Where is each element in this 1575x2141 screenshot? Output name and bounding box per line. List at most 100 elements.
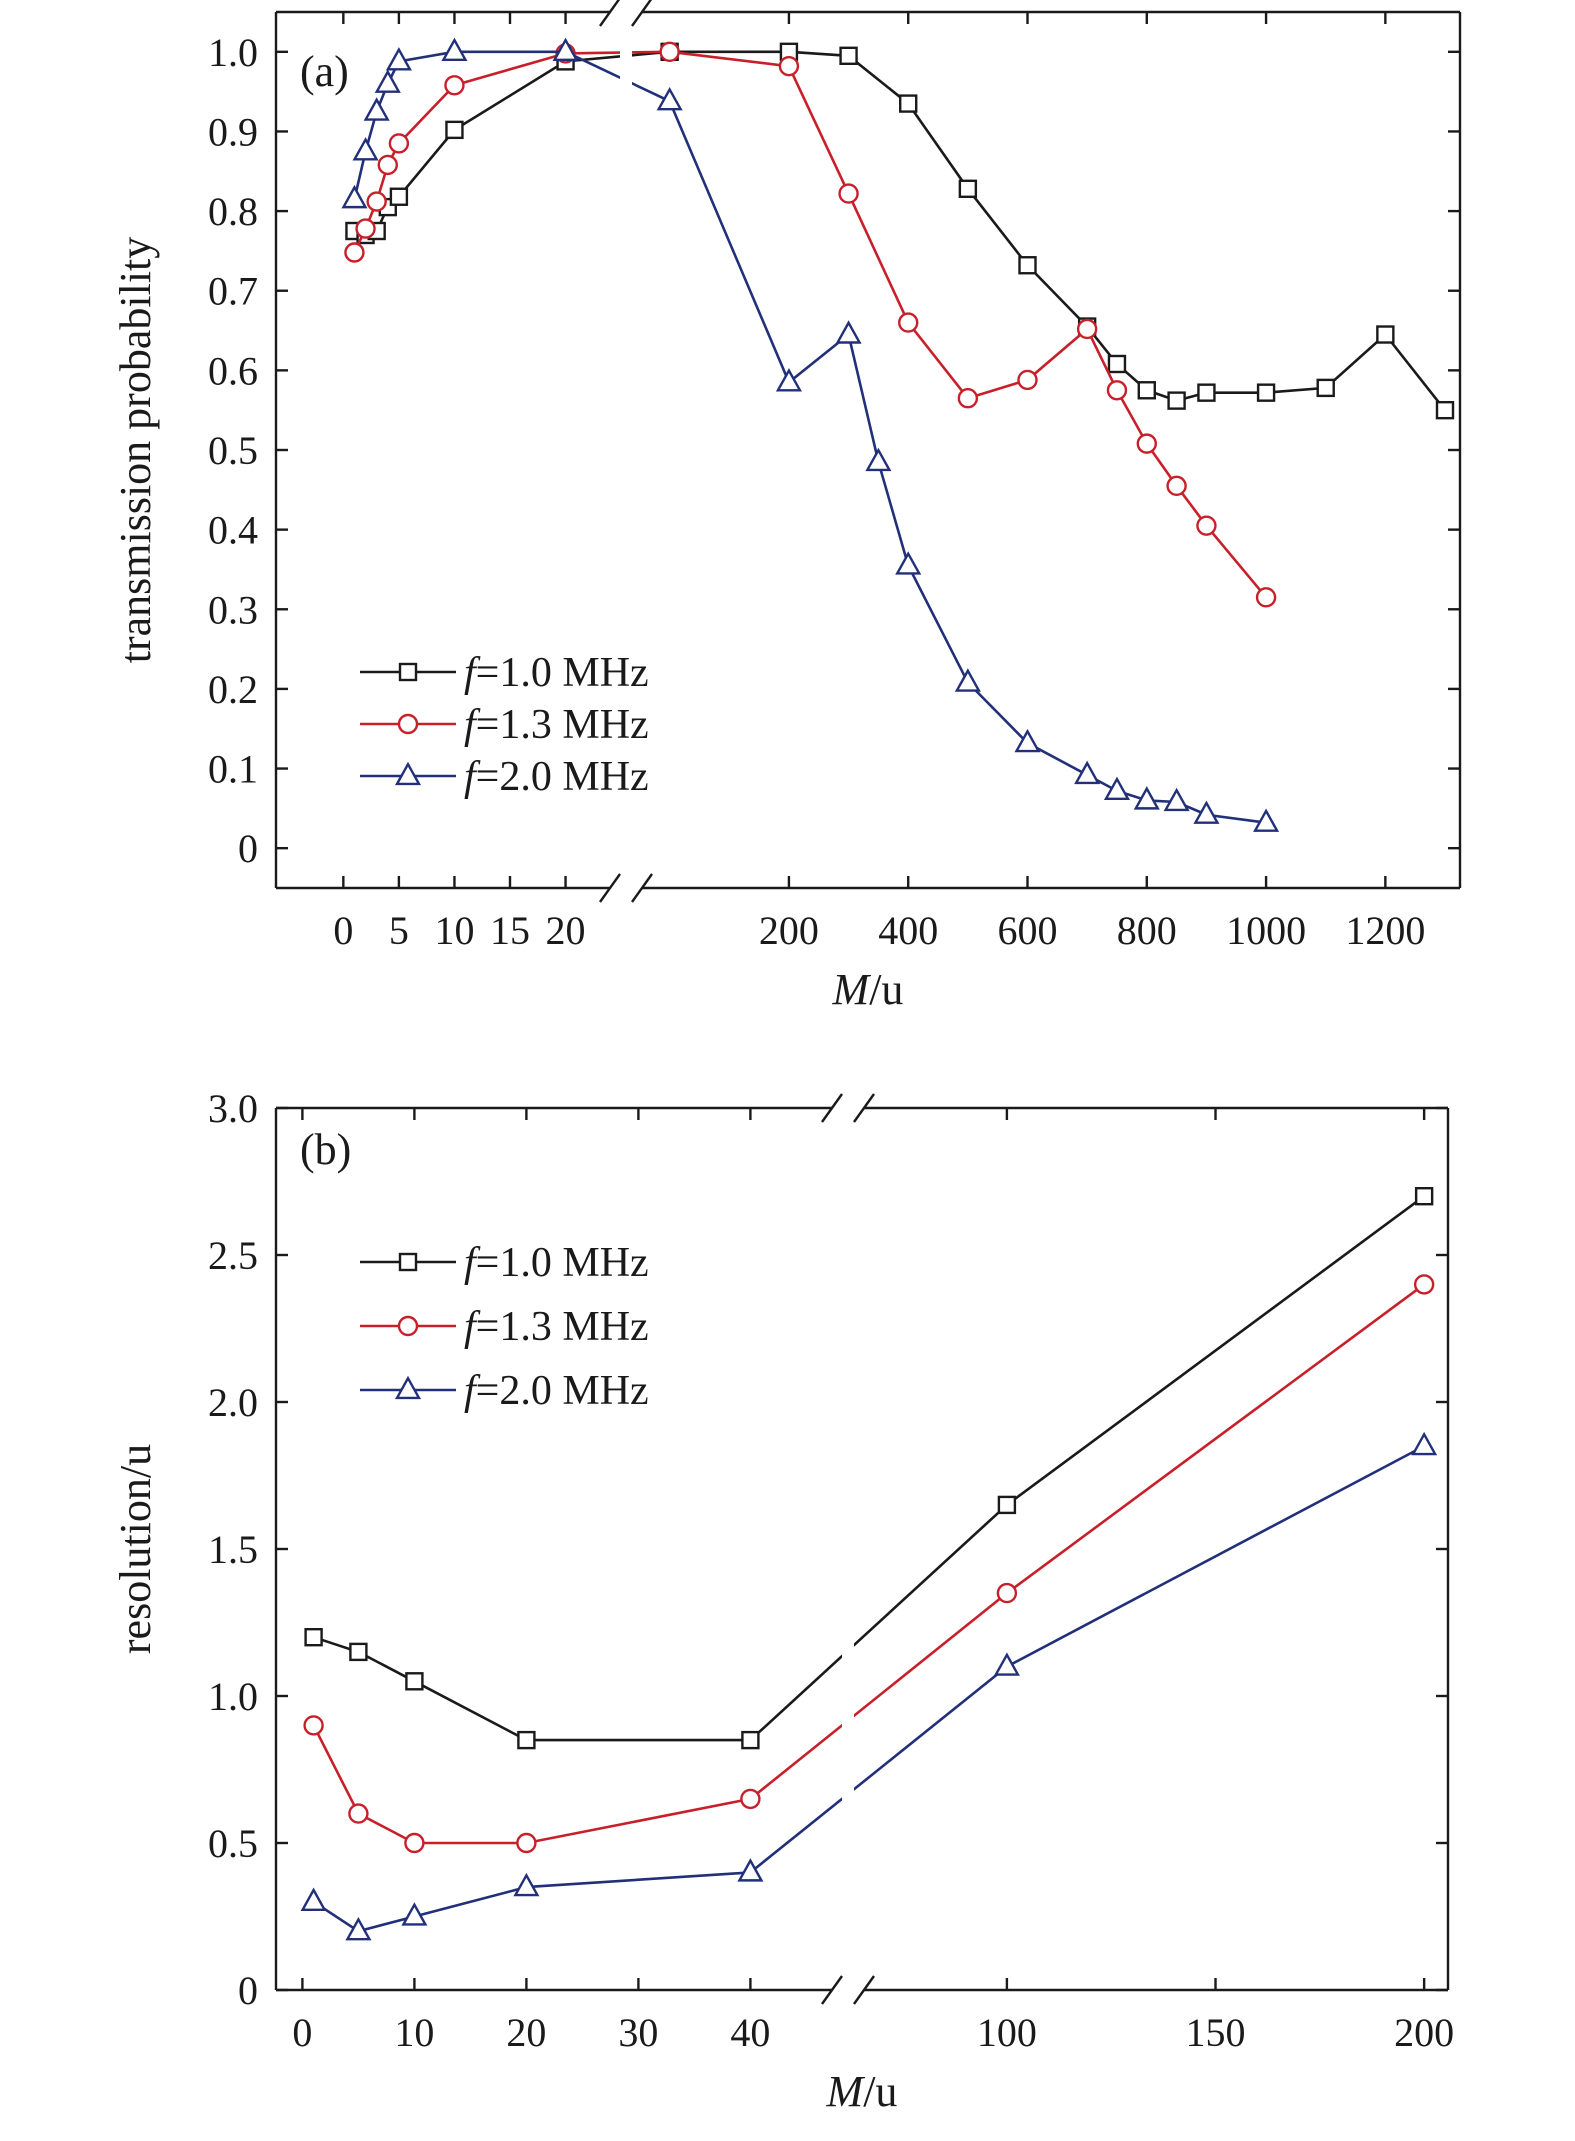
data-point bbox=[1197, 383, 1216, 402]
data-point bbox=[517, 1730, 536, 1750]
y-tick-label: 0.9 bbox=[208, 109, 258, 154]
data-point bbox=[366, 191, 387, 212]
x-tick-label: 400 bbox=[878, 908, 938, 953]
x-tick-label: 40 bbox=[730, 2010, 770, 2055]
data-point bbox=[839, 46, 858, 65]
data-point bbox=[1196, 515, 1217, 536]
legend-marker bbox=[398, 662, 418, 682]
legend-item-3: f=2.0 MHz bbox=[360, 1368, 649, 1414]
data-point bbox=[895, 551, 922, 575]
data-point bbox=[405, 1672, 424, 1691]
series-2 bbox=[344, 41, 1277, 608]
x-tick-label: 10 bbox=[434, 908, 474, 953]
data-point bbox=[958, 179, 978, 198]
x-tick-label: 20 bbox=[506, 2010, 546, 2055]
data-point bbox=[1167, 391, 1186, 410]
data-point bbox=[389, 187, 409, 206]
data-point bbox=[1435, 400, 1455, 420]
y-tick-label: 0.2 bbox=[208, 667, 258, 712]
series-line bbox=[1006, 1444, 1425, 1668]
y-tick-label: 0.8 bbox=[208, 189, 258, 234]
legend-marker bbox=[398, 1252, 418, 1272]
axis-break-mark bbox=[631, 873, 653, 903]
legend-marker bbox=[394, 1375, 422, 1400]
data-point bbox=[341, 184, 368, 209]
data-point bbox=[513, 1872, 540, 1897]
data-point bbox=[1316, 378, 1335, 398]
data-point bbox=[1166, 475, 1187, 497]
x-tick-label: 200 bbox=[1394, 2010, 1454, 2055]
axis-break-mark bbox=[821, 1975, 843, 2005]
data-point bbox=[1103, 776, 1131, 801]
legend-label: f=2.0 MHz bbox=[464, 1368, 649, 1414]
data-point bbox=[1193, 800, 1220, 824]
series-3 bbox=[341, 37, 1280, 832]
series-1 bbox=[304, 1186, 1434, 1750]
data-point bbox=[1017, 369, 1038, 391]
chart-panel-1: 00.10.20.30.40.50.60.70.80.91.00 5 10 15 20 2… bbox=[111, 0, 1462, 1014]
data-point bbox=[444, 75, 465, 96]
legend-marker bbox=[394, 761, 422, 786]
data-point bbox=[659, 41, 680, 63]
data-point bbox=[1414, 1186, 1434, 1206]
y-tick-label: 0 bbox=[238, 826, 258, 871]
y-tick-label: 1.5 bbox=[208, 1527, 258, 1572]
data-point bbox=[377, 154, 398, 176]
data-point bbox=[348, 1803, 369, 1824]
series-line bbox=[668, 100, 1267, 824]
data-point bbox=[838, 183, 859, 204]
data-point bbox=[741, 1730, 760, 1750]
series-2 bbox=[303, 1274, 1435, 1854]
legend-item-2: f=1.3 MHz bbox=[360, 702, 649, 748]
data-point bbox=[993, 1652, 1020, 1676]
x-axis-label: M/u bbox=[832, 965, 904, 1014]
legend-item-1: f=1.0 MHz bbox=[360, 1240, 649, 1286]
x-tick-label: 150 bbox=[1186, 2010, 1246, 2055]
data-point bbox=[1253, 808, 1280, 832]
x-tick-label: 800 bbox=[1117, 908, 1177, 953]
chart-panel-2: 0 0.5 1.0 1.5 2.0 2.5 3.0 0 10 20 30 40 100 150 200 M/u… bbox=[111, 1086, 1454, 2116]
y-tick-label: 2.0 bbox=[208, 1380, 258, 1425]
axis-break-gap bbox=[620, 32, 632, 868]
data-point bbox=[1137, 381, 1156, 400]
y-tick-label: 0.5 bbox=[208, 1821, 258, 1866]
data-point bbox=[1413, 1274, 1435, 1295]
legend-label: f=1.3 MHz bbox=[464, 702, 649, 748]
legend-marker bbox=[397, 1315, 419, 1337]
x-tick-label: 600 bbox=[998, 908, 1058, 953]
x-tick-label: 10 bbox=[394, 2010, 434, 2055]
legend-label: f=2.0 MHz bbox=[464, 754, 649, 800]
data-point bbox=[775, 368, 802, 392]
axis-break-mark bbox=[599, 873, 621, 903]
y-tick-label: 0.7 bbox=[208, 269, 258, 314]
legend-item-3: f=2.0 MHz bbox=[360, 754, 649, 800]
axis-break-mark bbox=[821, 1093, 843, 1123]
series-line-bridge bbox=[749, 1503, 1008, 1742]
data-point bbox=[300, 1887, 327, 1911]
x-tick-label: 30 bbox=[618, 2010, 658, 2055]
data-point bbox=[1163, 787, 1190, 812]
data-point bbox=[1107, 354, 1127, 374]
data-point bbox=[865, 447, 892, 472]
data-point bbox=[344, 242, 365, 263]
data-point bbox=[737, 1858, 764, 1882]
data-point bbox=[997, 1495, 1017, 1515]
data-point bbox=[516, 1832, 537, 1854]
y-tick-label: 1.0 bbox=[208, 1674, 258, 1719]
series-line-bridge bbox=[749, 1592, 1008, 1800]
data-point bbox=[996, 1582, 1018, 1604]
panel-label: (b) bbox=[300, 1125, 351, 1174]
legend-marker bbox=[397, 713, 419, 735]
legend-item-1: f=1.0 MHz bbox=[360, 650, 649, 696]
series-line-bridge bbox=[564, 50, 671, 103]
data-point bbox=[441, 37, 468, 61]
axis-break-mark bbox=[853, 1093, 875, 1123]
data-point bbox=[957, 388, 979, 409]
axis-break-gap bbox=[842, 1128, 854, 1970]
series-line bbox=[1006, 1283, 1425, 1595]
series-line bbox=[669, 50, 1268, 599]
data-point bbox=[740, 1788, 761, 1810]
data-point bbox=[1106, 380, 1128, 401]
y-tick-label: 0.4 bbox=[208, 508, 258, 553]
